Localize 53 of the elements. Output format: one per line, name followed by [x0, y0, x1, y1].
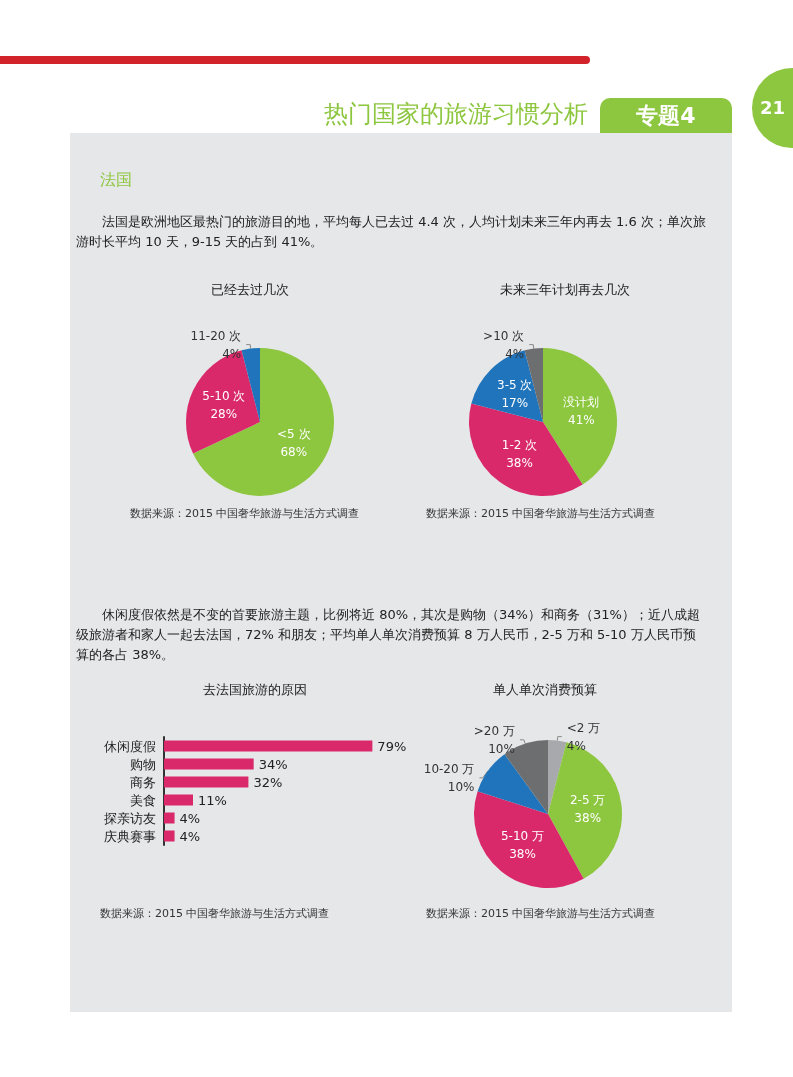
data-label: 10% [447, 779, 475, 794]
slice-label: 5-10 次 [202, 388, 246, 403]
slice-label: <2 万 [566, 720, 601, 735]
chart-title: 已经去过几次 [211, 282, 289, 297]
source-note: 数据来源：2015 中国奢华旅游与生活方式调查 [130, 507, 360, 520]
text: 21 [752, 68, 793, 148]
text: 休闲度假依然是不变的首要旅游主题，比例将近 80%，其次是购物（34%）和商务（31%）；近八成超级旅游者和家人一起去法国，72% 和朋友；平均单人单次消费预算 8 万人民币，2-5 万和 5-10 万人民币预算的各占 38%。 [76, 606, 701, 664]
data-label: 4% [179, 828, 201, 844]
y-tick-label: 购物 [130, 756, 156, 772]
source-note: 数据来源：2015 中国奢华旅游与生活方式调查 [426, 507, 656, 520]
data-label: 4% [179, 810, 201, 826]
slice-label: <5 次 [277, 427, 311, 442]
bar [164, 776, 249, 788]
slice-label: 1-2 次 [501, 438, 538, 453]
y-tick-label: 探亲访友 [104, 810, 156, 826]
data-label: 38% [509, 846, 536, 861]
chart-title: 未来三年计划再去几次 [500, 282, 630, 297]
slice-label: >10 次 [483, 328, 525, 343]
data-label: 17% [501, 395, 529, 410]
slice-label: 11-20 次 [190, 328, 242, 343]
y-tick-label: 美食 [130, 792, 156, 808]
data-label: 34% [258, 756, 288, 772]
y-tick-label: 商务 [130, 774, 156, 790]
slice-label: 没计划 [563, 394, 600, 409]
data-label: 38% [506, 456, 533, 471]
data-label: 28% [210, 406, 238, 421]
data-label: 10% [488, 741, 515, 756]
source-note: 数据来源：2015 中国奢华旅游与生活方式调查 [426, 907, 656, 920]
slice-label: 5-10 万 [500, 828, 545, 843]
data-label: 32% [253, 774, 283, 790]
text: 法国是欧洲地区最热门的旅游目的地，平均每人已去过 4.4 次，人均计划未来三年内再去 1.6 次；单次旅游时长平均 10 天，9-15 天的占到 41%。 [76, 213, 707, 251]
bar [164, 794, 194, 806]
bar [164, 740, 373, 752]
source-note: 数据来源：2015 中国奢华旅游与生活方式调查 [100, 907, 330, 920]
data-label: 68% [280, 445, 308, 460]
y-tick-label: 休闲度假 [104, 738, 156, 754]
data-label: 79% [377, 738, 407, 754]
data-label: 11% [198, 792, 227, 808]
bar [164, 758, 254, 770]
slice-label: 3-5 次 [497, 377, 533, 392]
bar [164, 830, 175, 842]
data-label: 38% [574, 810, 602, 825]
text: 热门国家的旅游习惯分析 [324, 99, 588, 130]
slice-label: 2-5 万 [569, 792, 606, 807]
text: 法国 [100, 170, 132, 191]
chart-title: 单人单次消费预算 [493, 682, 597, 697]
y-tick-label: 庆典赛事 [104, 828, 156, 844]
slice-label: 10-20 万 [423, 761, 475, 776]
text: 专题4 [600, 98, 732, 133]
bar [164, 812, 175, 824]
slice-label: >20 万 [473, 723, 515, 738]
chart-title: 去法国旅游的原因 [203, 682, 307, 697]
data-label: 41% [568, 412, 595, 427]
